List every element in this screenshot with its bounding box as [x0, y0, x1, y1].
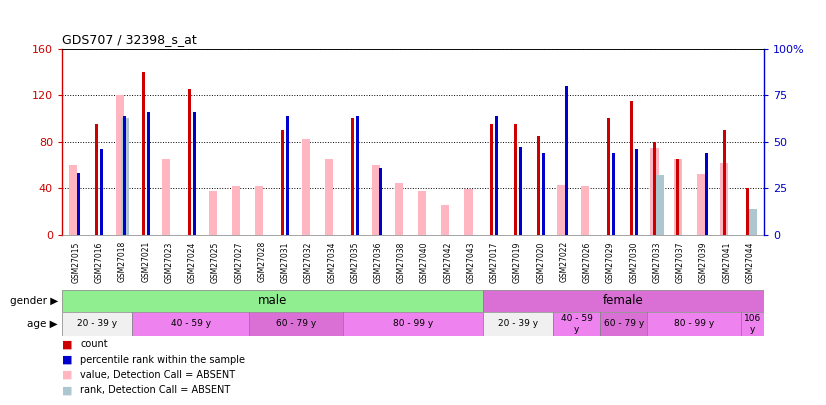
Text: ■: ■ [62, 386, 73, 395]
Bar [581, 186, 589, 235]
Text: 80 - 99 y: 80 - 99 y [674, 320, 714, 328]
Bar [553, 312, 601, 336]
Text: male: male [258, 294, 287, 307]
Bar [69, 165, 78, 235]
Bar [379, 168, 382, 235]
Text: 20 - 39 y: 20 - 39 y [77, 320, 117, 328]
Text: 60 - 79 y: 60 - 79 y [604, 320, 643, 328]
Bar [558, 185, 566, 235]
Bar [162, 159, 170, 235]
Bar [356, 116, 359, 235]
Bar [629, 101, 633, 235]
Bar [121, 117, 129, 235]
Bar [514, 124, 516, 235]
Bar [653, 142, 656, 235]
Bar [491, 124, 493, 235]
Bar [62, 290, 483, 312]
Bar [601, 312, 647, 336]
Bar [141, 72, 145, 235]
Bar [95, 124, 98, 235]
Text: 40 - 59
y: 40 - 59 y [561, 314, 593, 334]
Bar [720, 163, 729, 235]
Bar [464, 190, 472, 235]
Text: value, Detection Call = ABSENT: value, Detection Call = ABSENT [80, 370, 235, 380]
Bar [647, 312, 741, 336]
Text: 60 - 79 y: 60 - 79 y [276, 320, 316, 328]
Text: 106
y: 106 y [743, 314, 761, 334]
Text: female: female [603, 294, 644, 307]
Text: ■: ■ [62, 370, 73, 380]
Bar [705, 153, 708, 235]
Bar [232, 186, 240, 235]
Text: gender ▶: gender ▶ [10, 296, 58, 306]
Bar [147, 112, 150, 235]
Bar [697, 175, 705, 235]
Bar [519, 147, 522, 235]
Bar [301, 139, 310, 235]
Text: 80 - 99 y: 80 - 99 y [393, 320, 433, 328]
Bar [741, 312, 764, 336]
Bar [132, 312, 249, 336]
Text: count: count [80, 339, 107, 349]
Text: 20 - 39 y: 20 - 39 y [498, 320, 539, 328]
Bar [286, 116, 289, 235]
Bar [188, 90, 191, 235]
Bar [418, 191, 426, 235]
Text: ■: ■ [62, 339, 73, 349]
Bar [395, 183, 403, 235]
Bar [612, 153, 615, 235]
Bar [351, 118, 354, 235]
Bar [249, 312, 343, 336]
Bar [123, 116, 126, 235]
Bar [483, 290, 764, 312]
Bar [77, 173, 80, 235]
Bar [343, 312, 483, 336]
Bar [255, 186, 263, 235]
Bar [676, 159, 679, 235]
Bar [193, 112, 197, 235]
Bar [723, 130, 726, 235]
Bar [281, 130, 284, 235]
Bar [651, 147, 658, 235]
Bar [209, 191, 217, 235]
Bar [565, 86, 568, 235]
Bar [606, 118, 610, 235]
Text: age ▶: age ▶ [27, 319, 58, 329]
Bar [116, 95, 124, 235]
Bar [483, 312, 553, 336]
Bar [372, 165, 380, 235]
Bar [496, 116, 498, 235]
Text: GDS707 / 32398_s_at: GDS707 / 32398_s_at [62, 33, 197, 46]
Bar [325, 159, 333, 235]
Bar [542, 153, 545, 235]
Bar [748, 209, 757, 235]
Bar [746, 188, 749, 235]
Text: rank, Detection Call = ABSENT: rank, Detection Call = ABSENT [80, 386, 230, 395]
Text: ■: ■ [62, 355, 73, 364]
Bar [656, 175, 664, 235]
Bar [635, 149, 638, 235]
Text: 40 - 59 y: 40 - 59 y [171, 320, 211, 328]
Bar [441, 205, 449, 235]
Text: percentile rank within the sample: percentile rank within the sample [80, 355, 245, 364]
Bar [100, 149, 103, 235]
Bar [674, 159, 682, 235]
Bar [62, 312, 132, 336]
Bar [537, 136, 540, 235]
